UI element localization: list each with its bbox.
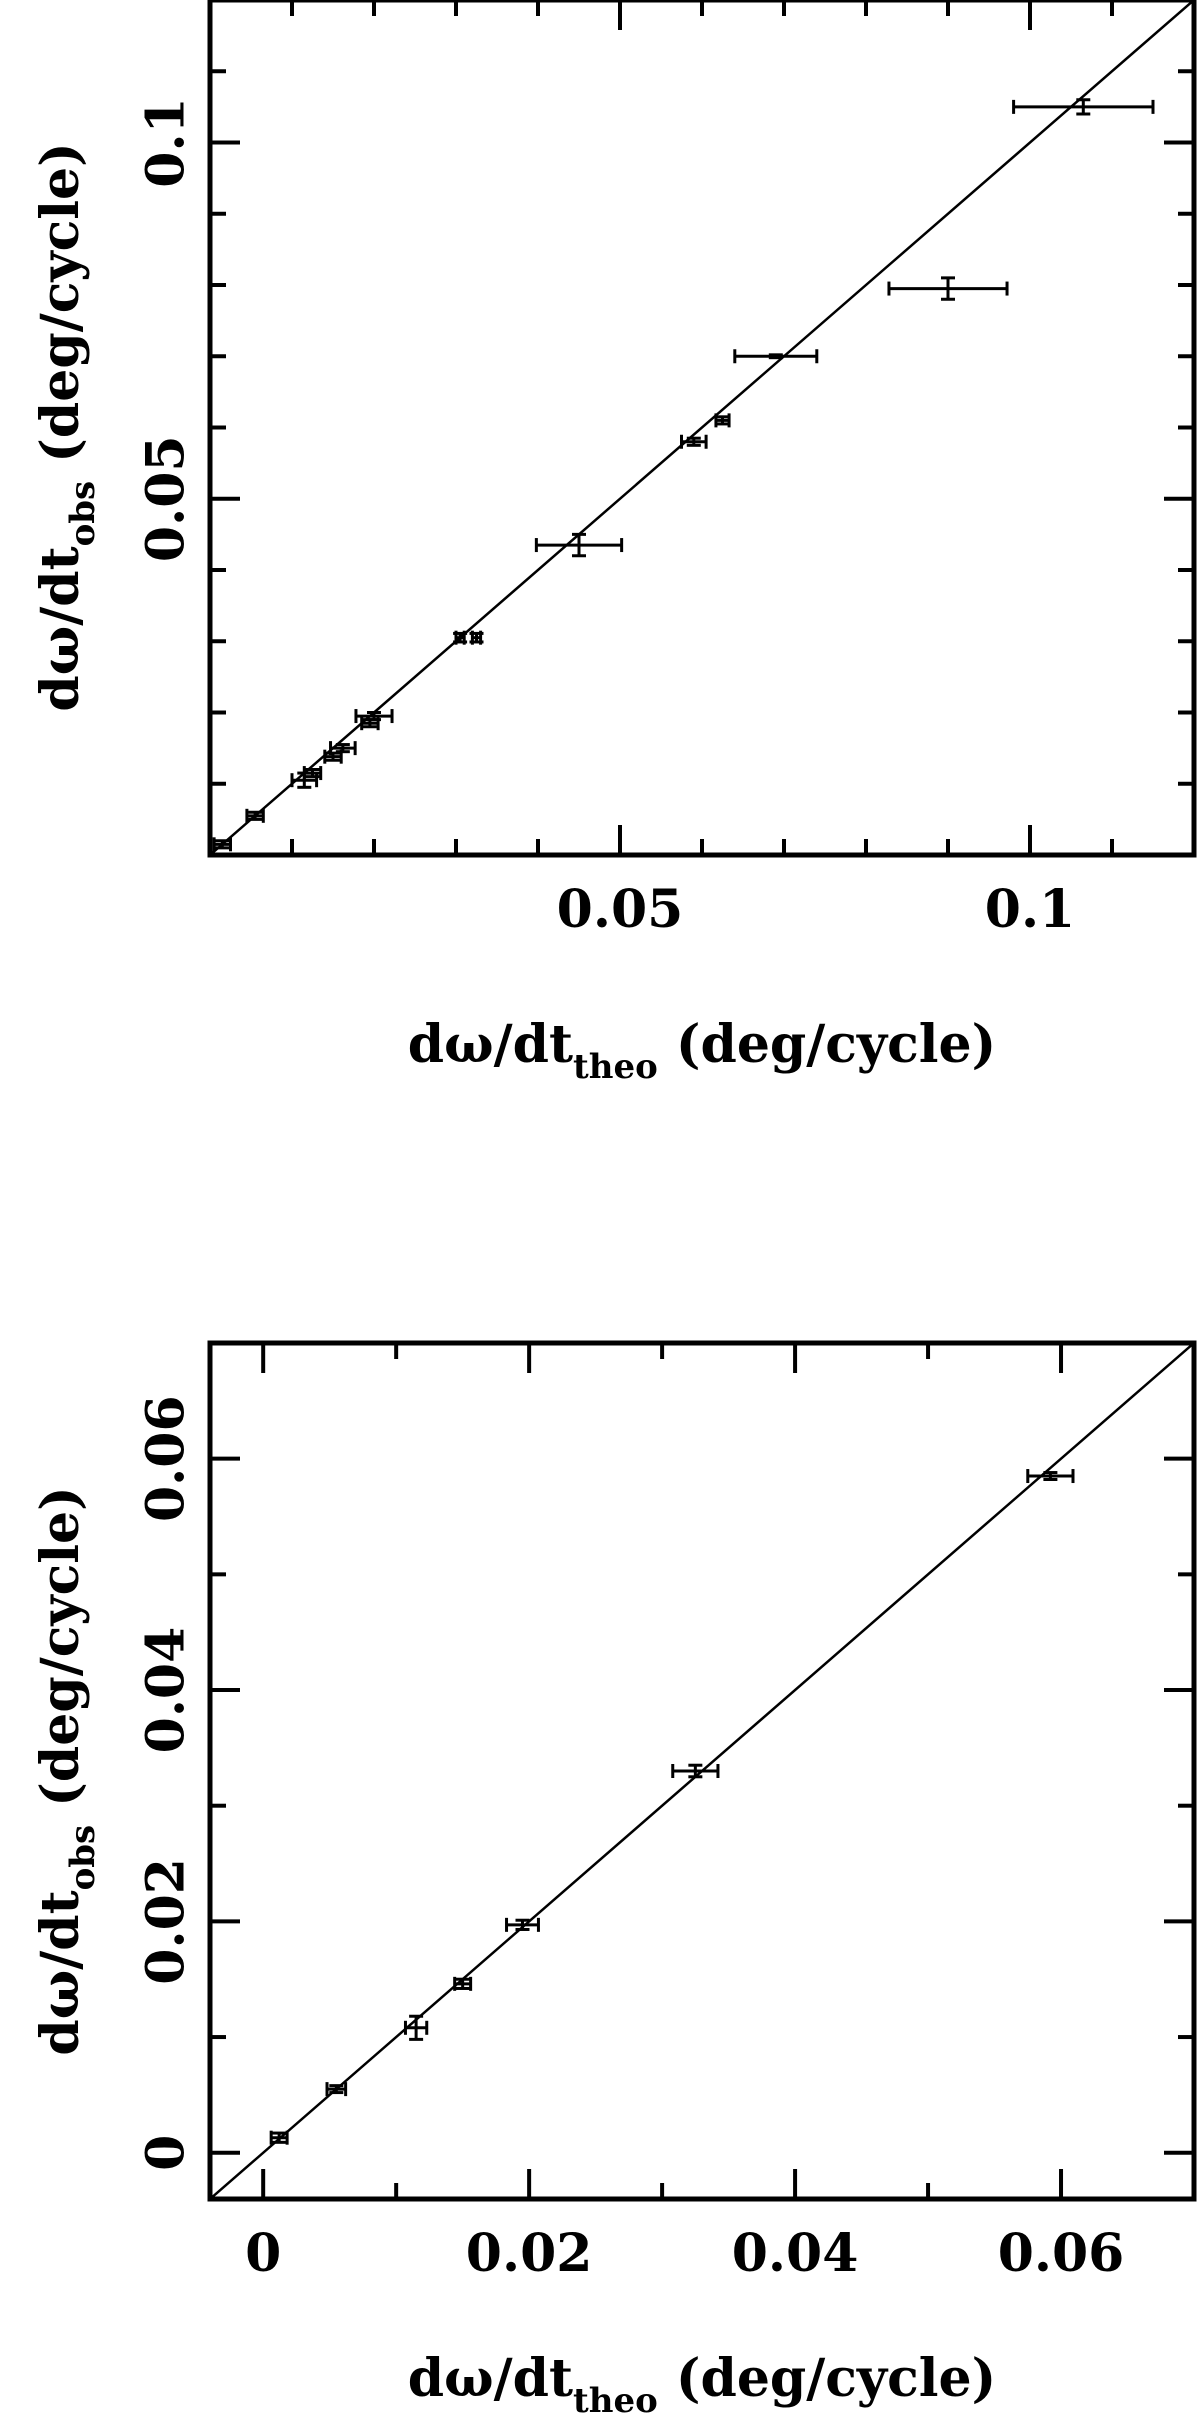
plot-frame (207, 0, 1197, 858)
data-point (360, 716, 380, 731)
data-point (534, 532, 624, 558)
x-tick-label: 0.06 (998, 2223, 1125, 2284)
y-tick-label: 0.02 (136, 1858, 197, 1985)
y-tick-label: 0 (136, 2135, 197, 2171)
data-point (325, 2082, 348, 2097)
data-point (453, 630, 468, 645)
y-axis-title: dω/dtobs (deg/cycle) (30, 1486, 103, 2055)
x-tick-label: 0.1 (985, 879, 1075, 940)
y-tick-label: 0.04 (136, 1627, 197, 1754)
data-point (505, 1917, 540, 1932)
data-point (354, 709, 394, 724)
data-point (1026, 1469, 1075, 1484)
top-chart: 0.05 0.1 0.05 0.1 dω/dttheo (deg/cycle) dω/… (30, 0, 1197, 1087)
data-point (403, 2014, 429, 2041)
y-axis-title: dω/dtobs (deg/cycle) (30, 142, 103, 711)
data-point (329, 741, 357, 756)
x-tick-label: 0 (245, 2223, 281, 2284)
data-point (671, 1763, 720, 1779)
data-point (469, 630, 484, 645)
x-tick-label: 0.02 (466, 2223, 593, 2284)
y-tick-label: 0.05 (136, 435, 197, 562)
data-point (212, 837, 232, 852)
bottom-chart: 0 0.02 0.04 0.06 0 0.02 0.04 0.06 dω/dttheo (de… (30, 1340, 1197, 2421)
x-tick-label: 0.05 (557, 879, 684, 940)
y-tick-label: 0.06 (136, 1395, 197, 1522)
data-point (680, 434, 708, 449)
data-point (733, 349, 819, 364)
data-point (887, 276, 1009, 301)
data-point (302, 766, 323, 781)
data-point (269, 2130, 289, 2145)
data-point (714, 413, 731, 428)
x-tick-label: 0.04 (732, 2223, 859, 2284)
data-point (245, 808, 265, 823)
reference-line-y-equals-x (210, 0, 1194, 855)
data-point (1012, 98, 1155, 116)
data-point (453, 1976, 473, 1991)
plot-frame (207, 1340, 1197, 2202)
x-axis-title: dω/dttheo (deg/cycle) (408, 2348, 996, 2421)
x-axis-title: dω/dttheo (deg/cycle) (408, 1014, 996, 1087)
y-tick-label: 0.1 (136, 97, 197, 187)
